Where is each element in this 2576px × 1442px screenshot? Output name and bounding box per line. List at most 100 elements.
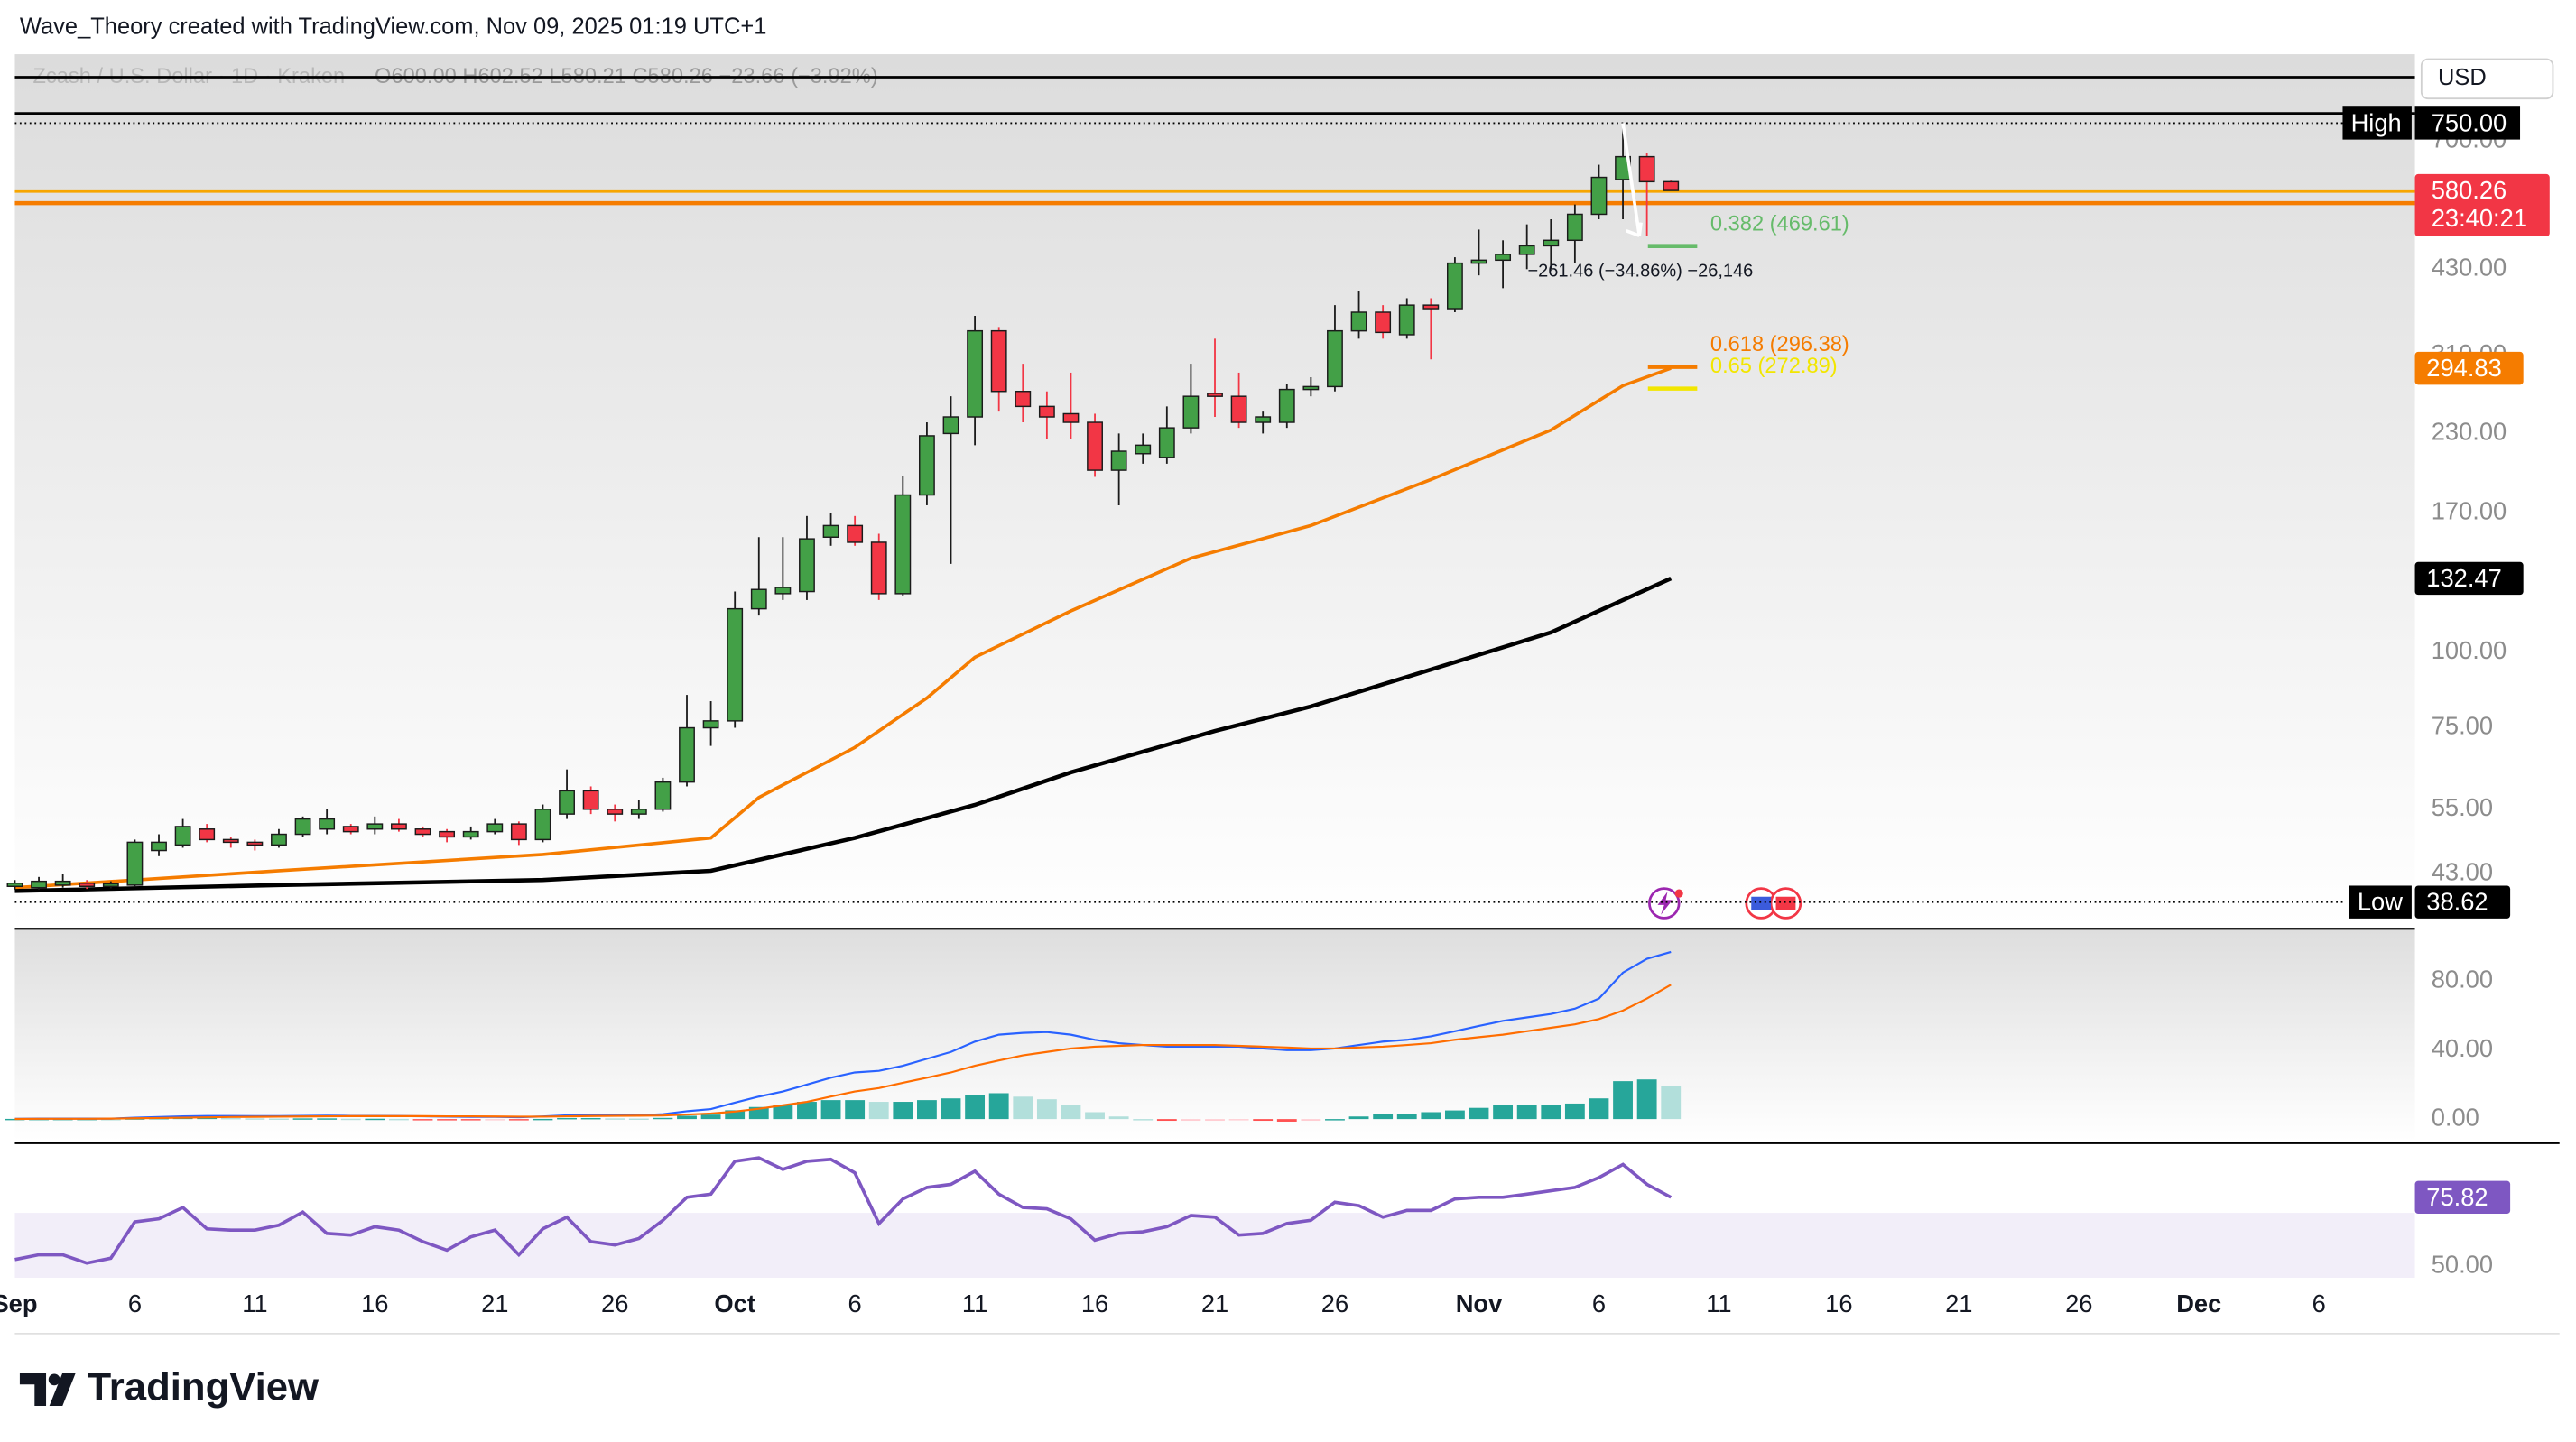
- macd-histogram-bar: [1036, 1099, 1057, 1120]
- macd-tick-label: 0.00: [2432, 1103, 2479, 1131]
- macd-histogram-bar: [1469, 1107, 1489, 1120]
- y-tick-label: 170.00: [2432, 497, 2507, 525]
- candle-body: [342, 826, 359, 833]
- candle-body: [822, 524, 839, 538]
- candle-body: [870, 541, 887, 595]
- candle-body: [462, 830, 479, 838]
- measure-label: −261.46 (−34.86%) −26,146: [1527, 261, 1753, 281]
- macd-histogram-bar: [1444, 1110, 1465, 1120]
- flag: [1751, 896, 1772, 910]
- candle-body: [1566, 213, 1583, 242]
- high-tag: High: [2351, 108, 2402, 136]
- ma-price-label: 294.83: [2426, 354, 2502, 382]
- candle-body: [679, 726, 695, 783]
- macd-histogram-bar: [1373, 1114, 1394, 1120]
- macd-histogram-bar: [605, 1118, 625, 1120]
- candle-body: [1663, 180, 1680, 191]
- candle-body: [1543, 239, 1560, 247]
- candle-body: [847, 524, 864, 543]
- macd-histogram-bar: [460, 1119, 481, 1121]
- macd-histogram-bar: [269, 1118, 289, 1121]
- macd-histogram-bar: [1085, 1112, 1105, 1120]
- macd-histogram-bar: [1228, 1119, 1249, 1121]
- macd-histogram-bar: [388, 1118, 409, 1121]
- logo: [19, 1373, 76, 1406]
- candle-body: [1158, 427, 1175, 458]
- macd-histogram-bar: [1205, 1119, 1225, 1122]
- event-icons: [1648, 887, 1802, 920]
- macd-line: [14, 984, 1672, 1121]
- macd-histogram-bar: [893, 1102, 913, 1120]
- macd-histogram-bar: [965, 1095, 986, 1120]
- macd-histogram-bar: [365, 1118, 385, 1121]
- candle-body: [1495, 254, 1512, 262]
- macd-histogram-bar: [5, 1118, 25, 1121]
- x-tick-label: 26: [1321, 1289, 1348, 1317]
- candle-body: [391, 823, 407, 830]
- currency-button[interactable]: [2420, 58, 2554, 100]
- candle-body: [559, 790, 575, 815]
- macd-histogram-bar: [628, 1118, 649, 1121]
- x-tick-label: 26: [2065, 1289, 2092, 1317]
- macd-histogram-bar: [100, 1119, 121, 1121]
- macd-histogram-bar: [508, 1119, 529, 1121]
- macd-histogram-bar: [1061, 1105, 1081, 1120]
- macd-histogram-bar: [557, 1117, 577, 1120]
- y-tick-label: 43.00: [2432, 858, 2493, 886]
- rsi-band: [14, 1213, 2415, 1278]
- candle-body: [199, 828, 216, 841]
- candle-body: [1518, 245, 1535, 255]
- candle-body: [1230, 395, 1247, 423]
- ma-price-label-box: [2414, 561, 2524, 596]
- candle-body: [1207, 393, 1223, 397]
- candle-body: [1350, 311, 1367, 332]
- candle-body: [582, 790, 599, 810]
- x-tick-label: 16: [1081, 1289, 1108, 1317]
- macd-histogram-bar: [1613, 1081, 1633, 1120]
- candle-body: [1327, 329, 1343, 388]
- x-tick-label: 11: [242, 1289, 267, 1317]
- x-tick-label: 11: [962, 1289, 987, 1317]
- macd-histogram-bar: [916, 1100, 937, 1120]
- candle-body: [990, 329, 1007, 393]
- candle-body: [1302, 385, 1320, 391]
- macd-histogram-bar: [533, 1118, 553, 1121]
- y-tick-label: 430.00: [2432, 254, 2507, 282]
- event-icon-bolt: [1657, 892, 1673, 915]
- candle-body: [630, 809, 647, 815]
- candle-body: [607, 809, 624, 815]
- candle-body: [799, 538, 815, 593]
- fib-label: 0.618 (296.38): [1710, 333, 1849, 356]
- macd-histogram-bar: [700, 1114, 721, 1120]
- logo-mark: [49, 1373, 76, 1406]
- x-tick-label: Nov: [1456, 1289, 1503, 1317]
- price-pane: [14, 54, 2415, 929]
- candle-body: [486, 823, 504, 833]
- x-tick-label: Oct: [714, 1289, 755, 1317]
- macd-histogram-bar: [988, 1093, 1009, 1120]
- candle-body: [1470, 259, 1487, 264]
- candle-body: [1182, 395, 1200, 429]
- candle-body: [126, 841, 144, 886]
- candle-body: [1038, 405, 1055, 418]
- x-tick-label: 6: [2312, 1289, 2326, 1317]
- candle-body: [1015, 391, 1032, 408]
- low-value-box: [2414, 885, 2511, 919]
- macd-histogram-bar: [1156, 1119, 1177, 1122]
- x-tick-label: 11: [1706, 1289, 1731, 1317]
- macd-histogram-bar: [773, 1105, 793, 1120]
- flag: [1775, 896, 1796, 910]
- rsi-value-box: [2414, 1180, 2511, 1215]
- fib-label: 0.382 (469.61): [1710, 212, 1849, 236]
- low-tag-box: [2349, 885, 2412, 919]
- candle-body: [174, 826, 191, 846]
- candle-body: [1638, 155, 1655, 183]
- candle-body: [1110, 450, 1127, 471]
- candle-body: [750, 588, 767, 610]
- high-value: 750.00: [2432, 108, 2507, 136]
- candle-body: [414, 828, 431, 836]
- macd-histogram-bar: [292, 1118, 313, 1120]
- candle-body: [1255, 416, 1272, 423]
- high-value-box: [2414, 106, 2521, 140]
